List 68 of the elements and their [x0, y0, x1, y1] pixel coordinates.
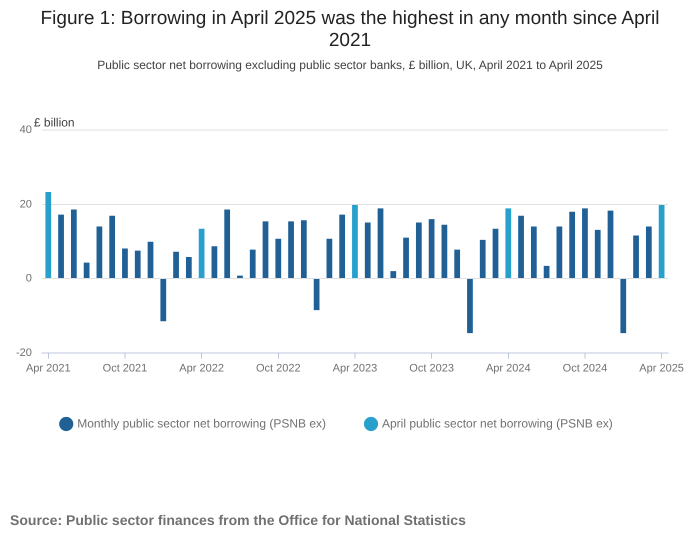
- bar: [364, 222, 371, 278]
- bar: [250, 250, 256, 278]
- bar: [530, 226, 537, 278]
- bar: [300, 220, 307, 278]
- bar: [173, 252, 179, 278]
- y-axis-title: £ billion: [34, 115, 75, 130]
- bar: [84, 262, 90, 278]
- bar: [582, 208, 588, 278]
- bar: [646, 226, 652, 278]
- bar: [288, 221, 294, 278]
- bar: [58, 214, 64, 278]
- bar: [186, 256, 192, 278]
- bar: [608, 210, 614, 278]
- bar: [352, 205, 358, 278]
- bar: [148, 242, 154, 278]
- bar: [594, 230, 601, 278]
- x-tick-label: Oct 2023: [409, 362, 454, 374]
- bar: [518, 216, 524, 278]
- bar: [326, 238, 332, 278]
- bar: [569, 212, 576, 278]
- bar: [467, 279, 473, 334]
- bar: [633, 235, 639, 278]
- bar: [390, 271, 396, 278]
- bar: [454, 250, 460, 278]
- x-tick-label: Apr 2025: [639, 362, 684, 374]
- bar: [212, 246, 218, 278]
- chart-title: Figure 1: Borrowing in April 2025 was the highest in any month since April 2021: [40, 7, 660, 52]
- x-tick-label: Oct 2021: [102, 362, 148, 374]
- y-tick-label: 0: [26, 272, 32, 285]
- bar: [109, 216, 116, 278]
- bar: [378, 208, 384, 278]
- bar: [134, 250, 141, 278]
- bar: [492, 228, 498, 278]
- bar: [556, 226, 562, 278]
- bar: [403, 238, 409, 278]
- bar: [658, 205, 664, 278]
- bar: [505, 208, 512, 278]
- bar: [314, 279, 320, 310]
- x-tick-label: Apr 2021: [26, 362, 71, 374]
- bar: [70, 209, 77, 278]
- x-tick-label: Apr 2023: [332, 362, 378, 374]
- bar: [428, 219, 434, 278]
- y-tick-label: 40: [20, 124, 32, 136]
- bar: [339, 214, 346, 278]
- x-tick-label: Oct 2024: [562, 362, 608, 374]
- legend-label: Monthly public sector net borrowing (PSNB ex): [77, 416, 326, 430]
- bar: [262, 221, 268, 278]
- y-tick-label: 20: [20, 198, 32, 210]
- bar: [416, 222, 422, 278]
- legend-label: April public sector net borrowing (PSNB ex): [382, 416, 613, 430]
- bar: [620, 279, 626, 334]
- bar: [275, 238, 282, 278]
- x-tick-label: Apr 2022: [179, 362, 224, 374]
- bar: [96, 226, 102, 278]
- bar: [45, 192, 52, 278]
- bar: [160, 279, 166, 322]
- bar: [544, 266, 550, 278]
- bar: [237, 276, 243, 278]
- bar: [198, 228, 204, 278]
- source-note: Source: Public sector finances from the Office for National Statistics: [10, 512, 466, 528]
- y-tick-label: -20: [16, 346, 32, 359]
- x-tick-label: Oct 2022: [256, 362, 301, 374]
- x-tick-label: Apr 2024: [486, 362, 531, 374]
- bar: [122, 248, 128, 278]
- bar: [480, 240, 486, 278]
- chart-subtitle: Public sector net borrowing excluding public sector banks, £ billion, UK, April 2021 to April 2025: [96, 58, 604, 72]
- bar: [442, 224, 448, 278]
- bar: [224, 209, 230, 278]
